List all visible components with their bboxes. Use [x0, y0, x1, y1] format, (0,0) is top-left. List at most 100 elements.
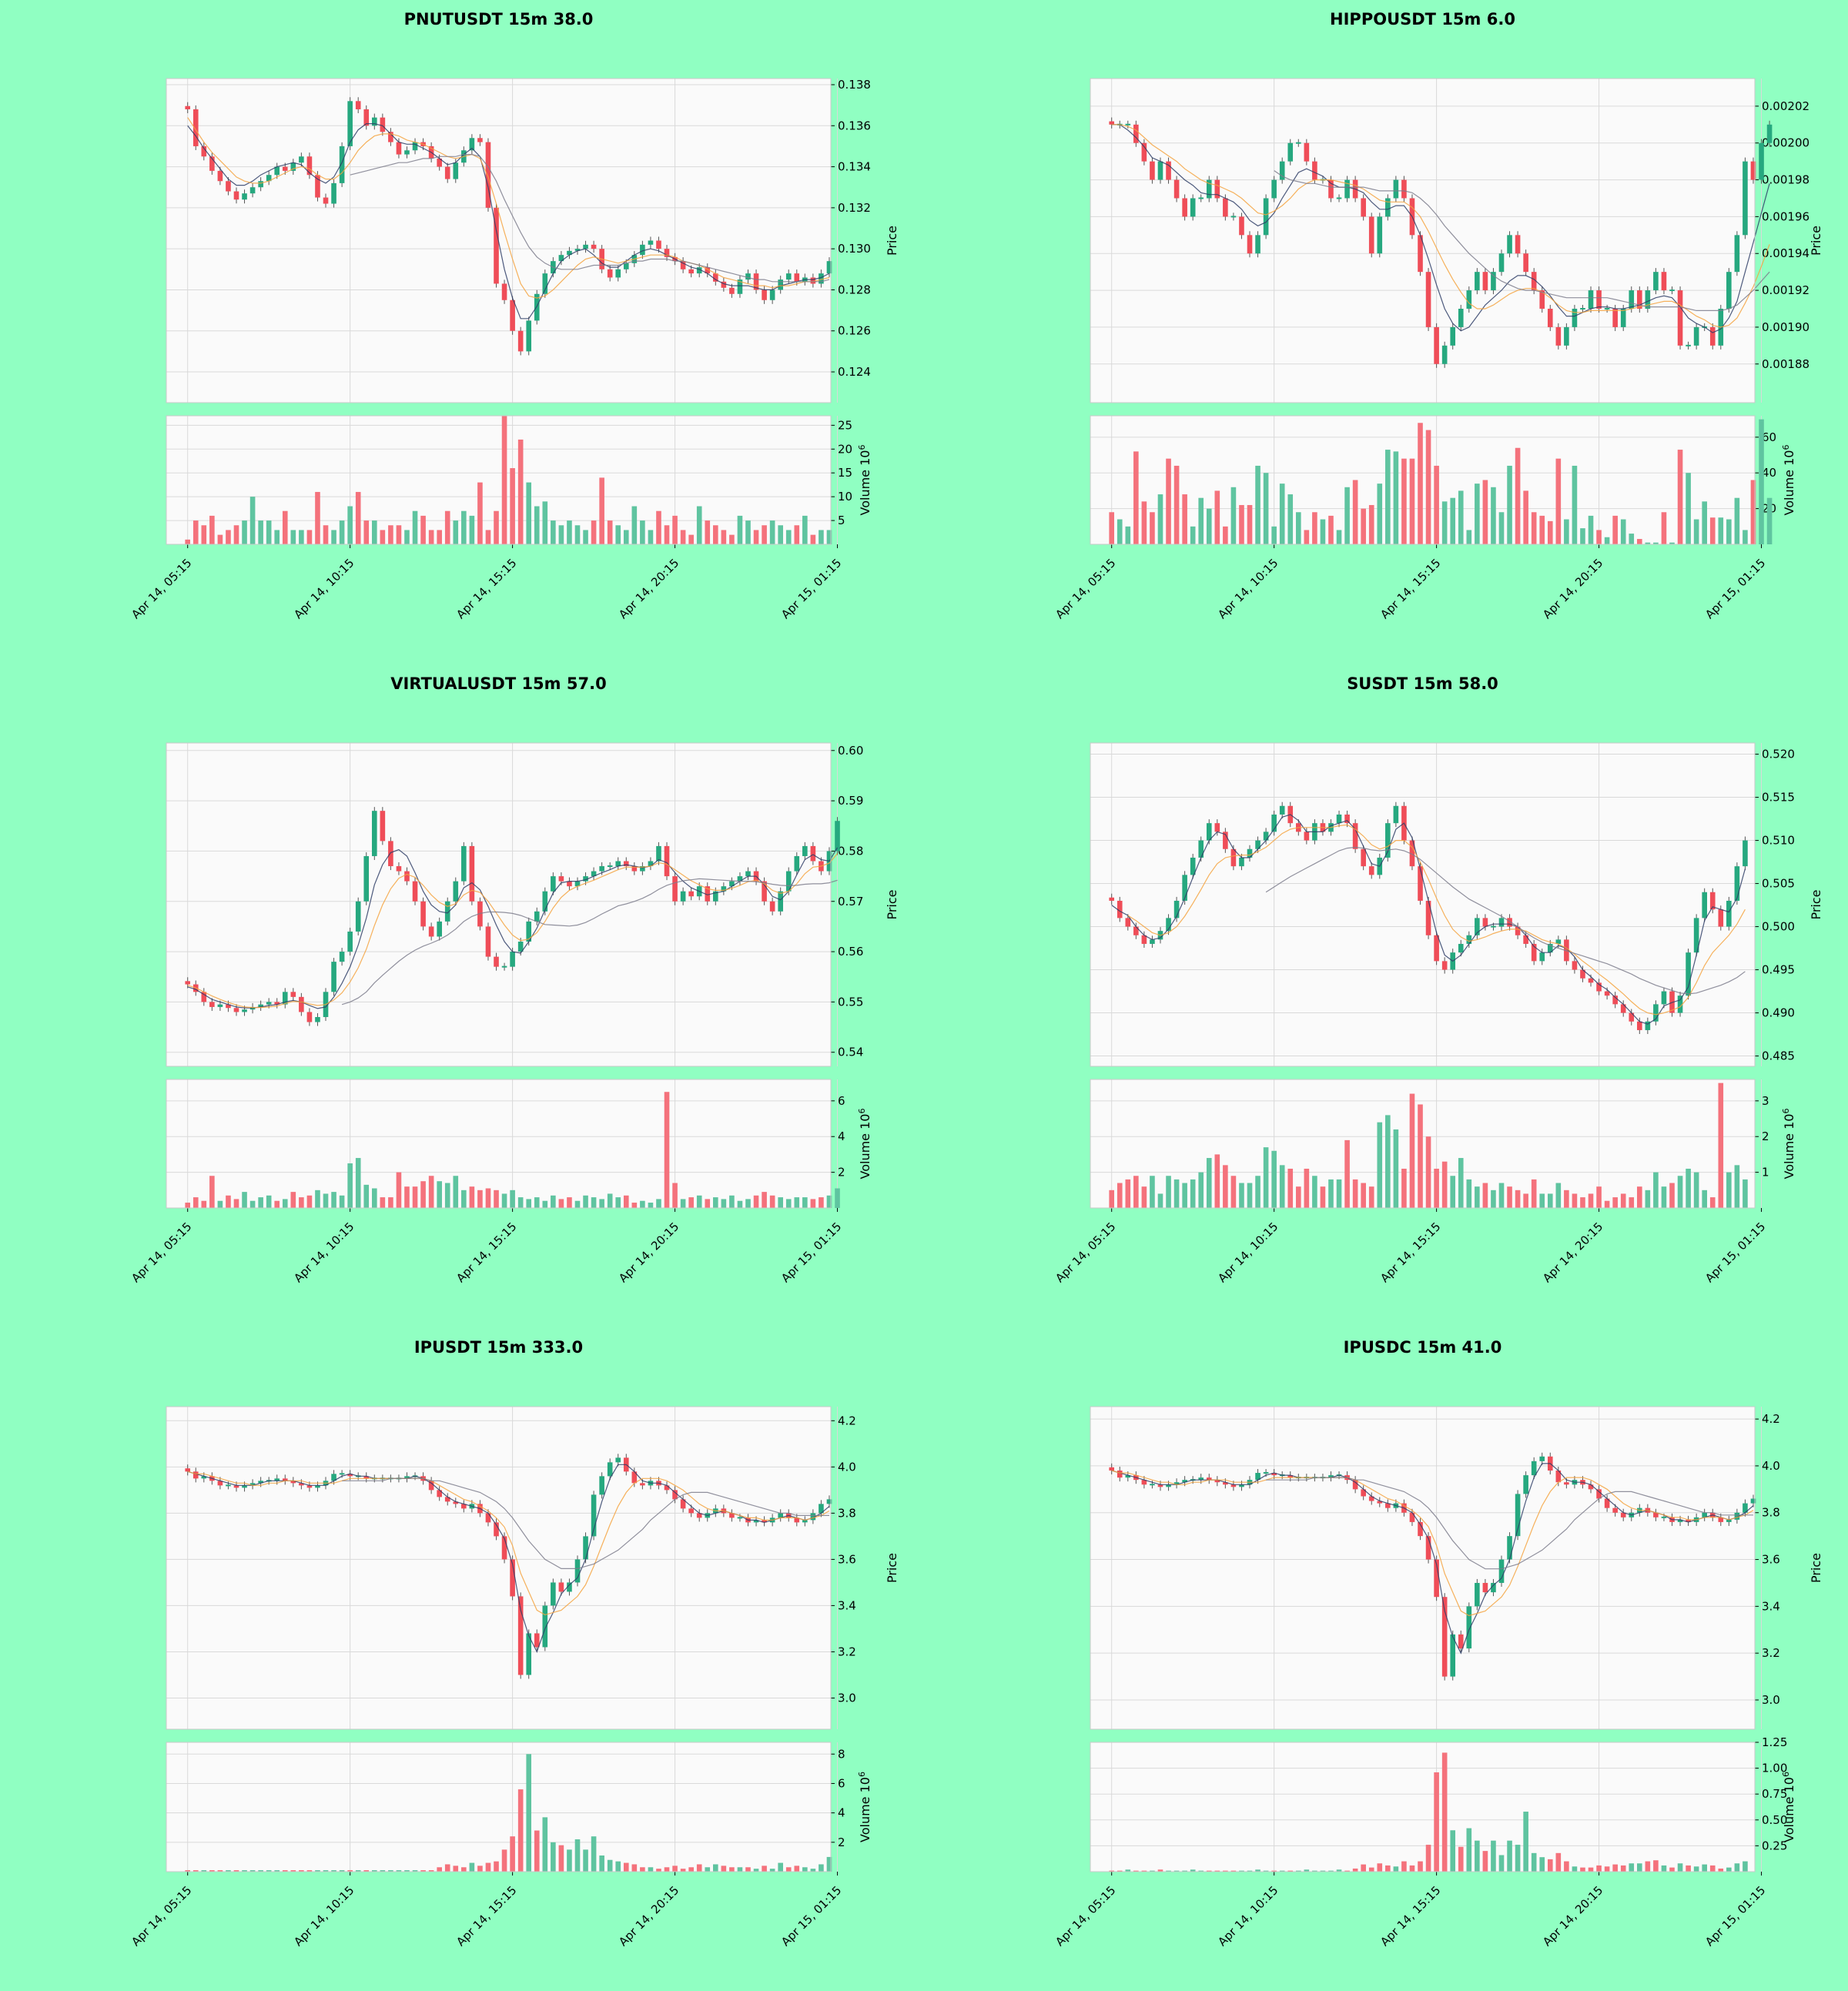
volume-bar	[201, 525, 207, 544]
candle	[1344, 179, 1350, 199]
x-tick-label: Apr 15, 01:15	[1702, 556, 1768, 621]
candle	[794, 273, 800, 282]
x-tick-label: Apr 14, 15:15	[1378, 1883, 1443, 1949]
volume-bar	[1555, 1183, 1562, 1208]
volume-bar	[567, 1849, 572, 1872]
volume-bar	[1596, 530, 1602, 544]
x-tick-label: Apr 14, 05:15	[1053, 1883, 1118, 1949]
volume-bar	[1157, 494, 1163, 544]
x-tick-label: Apr 14, 05:15	[129, 556, 194, 621]
volume-bar	[1645, 1861, 1651, 1872]
volume-bar	[290, 1870, 296, 1872]
volume-bar	[323, 1870, 329, 1872]
candle	[745, 273, 751, 280]
volume-bar	[1361, 1864, 1366, 1872]
volume-bar	[306, 1870, 313, 1872]
volume-bar	[217, 1870, 223, 1872]
candle	[1409, 1512, 1415, 1522]
candle	[696, 267, 702, 274]
volume-bar	[1247, 504, 1253, 544]
volume-bar	[1637, 539, 1642, 544]
volume-bar	[1418, 1861, 1423, 1872]
volume-bar	[1116, 1870, 1123, 1872]
candle	[1141, 142, 1147, 162]
x-tick-label: Apr 15, 01:15	[1702, 1220, 1768, 1285]
volume-bar	[1475, 1186, 1480, 1208]
volume-bar	[1214, 490, 1220, 544]
volume-bar	[1312, 1870, 1317, 1872]
candle	[785, 273, 792, 280]
volume-bar	[306, 530, 313, 544]
volume-bar	[1401, 458, 1407, 544]
volume-bar	[1125, 526, 1131, 544]
volume-bar	[705, 1867, 711, 1872]
volume-bar	[1669, 1867, 1675, 1872]
candle	[290, 992, 296, 997]
candle	[1693, 918, 1699, 953]
price-pane	[166, 743, 831, 1066]
candle	[428, 926, 434, 937]
candle	[1255, 235, 1260, 254]
candle	[1116, 1471, 1123, 1478]
volume-bar	[1295, 1186, 1301, 1208]
candle	[1214, 1480, 1220, 1483]
candle	[1198, 840, 1204, 858]
volume-bar	[274, 1200, 280, 1208]
volume-bar	[1434, 465, 1439, 544]
y-tick-label: 3.4	[838, 1598, 856, 1612]
y-tick-label: 0.485	[1762, 1049, 1795, 1063]
candle	[1596, 982, 1602, 992]
volume-bar	[371, 1870, 377, 1872]
volume-bar	[1377, 1122, 1383, 1208]
candle	[1718, 1517, 1724, 1522]
volume-bar	[785, 1199, 792, 1208]
volume-bar	[615, 1197, 621, 1208]
volume-bar	[819, 1197, 824, 1208]
volume-bar	[1116, 1183, 1123, 1208]
candle	[1304, 142, 1310, 162]
volume-bar	[290, 1192, 296, 1208]
volume-bar	[1425, 1136, 1431, 1208]
candle	[510, 952, 515, 967]
candle	[599, 866, 604, 872]
candle	[1150, 939, 1155, 944]
y-tick-label: 0.128	[838, 283, 871, 296]
volume-bar	[453, 520, 459, 544]
candle	[1385, 198, 1391, 217]
volume-bar	[705, 520, 711, 544]
volume-bar	[826, 1195, 832, 1208]
candle	[323, 197, 329, 204]
volume-bar	[1141, 1186, 1147, 1208]
candle	[680, 891, 686, 902]
volume-bar	[461, 1867, 467, 1872]
candle	[558, 1582, 564, 1592]
volume-bar	[315, 1190, 320, 1208]
volume-bar	[1734, 1863, 1740, 1872]
volume-bar	[607, 520, 613, 544]
volume-bar	[1693, 1172, 1699, 1208]
volume-bar	[266, 1870, 272, 1872]
price-pane	[1090, 1407, 1755, 1729]
volume-bar	[1572, 1866, 1578, 1872]
candle	[615, 269, 621, 278]
volume-bar	[574, 1839, 581, 1872]
volume-bar	[1109, 512, 1115, 544]
candle	[274, 166, 280, 176]
volume-tick-label: 0.75	[1762, 1787, 1787, 1801]
volume-bar	[656, 1199, 661, 1208]
volume-bar	[1198, 1172, 1204, 1208]
candle	[753, 273, 759, 290]
volume-bar	[1539, 1193, 1545, 1208]
volume-bar	[599, 477, 604, 544]
candle	[217, 1481, 223, 1486]
volume-bar	[1206, 1158, 1212, 1208]
moving-average-line	[187, 1471, 830, 1616]
candle	[396, 142, 402, 155]
candle	[217, 1004, 223, 1007]
volume-bar	[1133, 1870, 1139, 1872]
candle	[688, 269, 694, 274]
candle	[574, 1559, 581, 1583]
candle	[745, 871, 751, 877]
x-tick-label: Apr 15, 01:15	[778, 556, 844, 621]
y-tick-label: 3.8	[838, 1506, 856, 1520]
